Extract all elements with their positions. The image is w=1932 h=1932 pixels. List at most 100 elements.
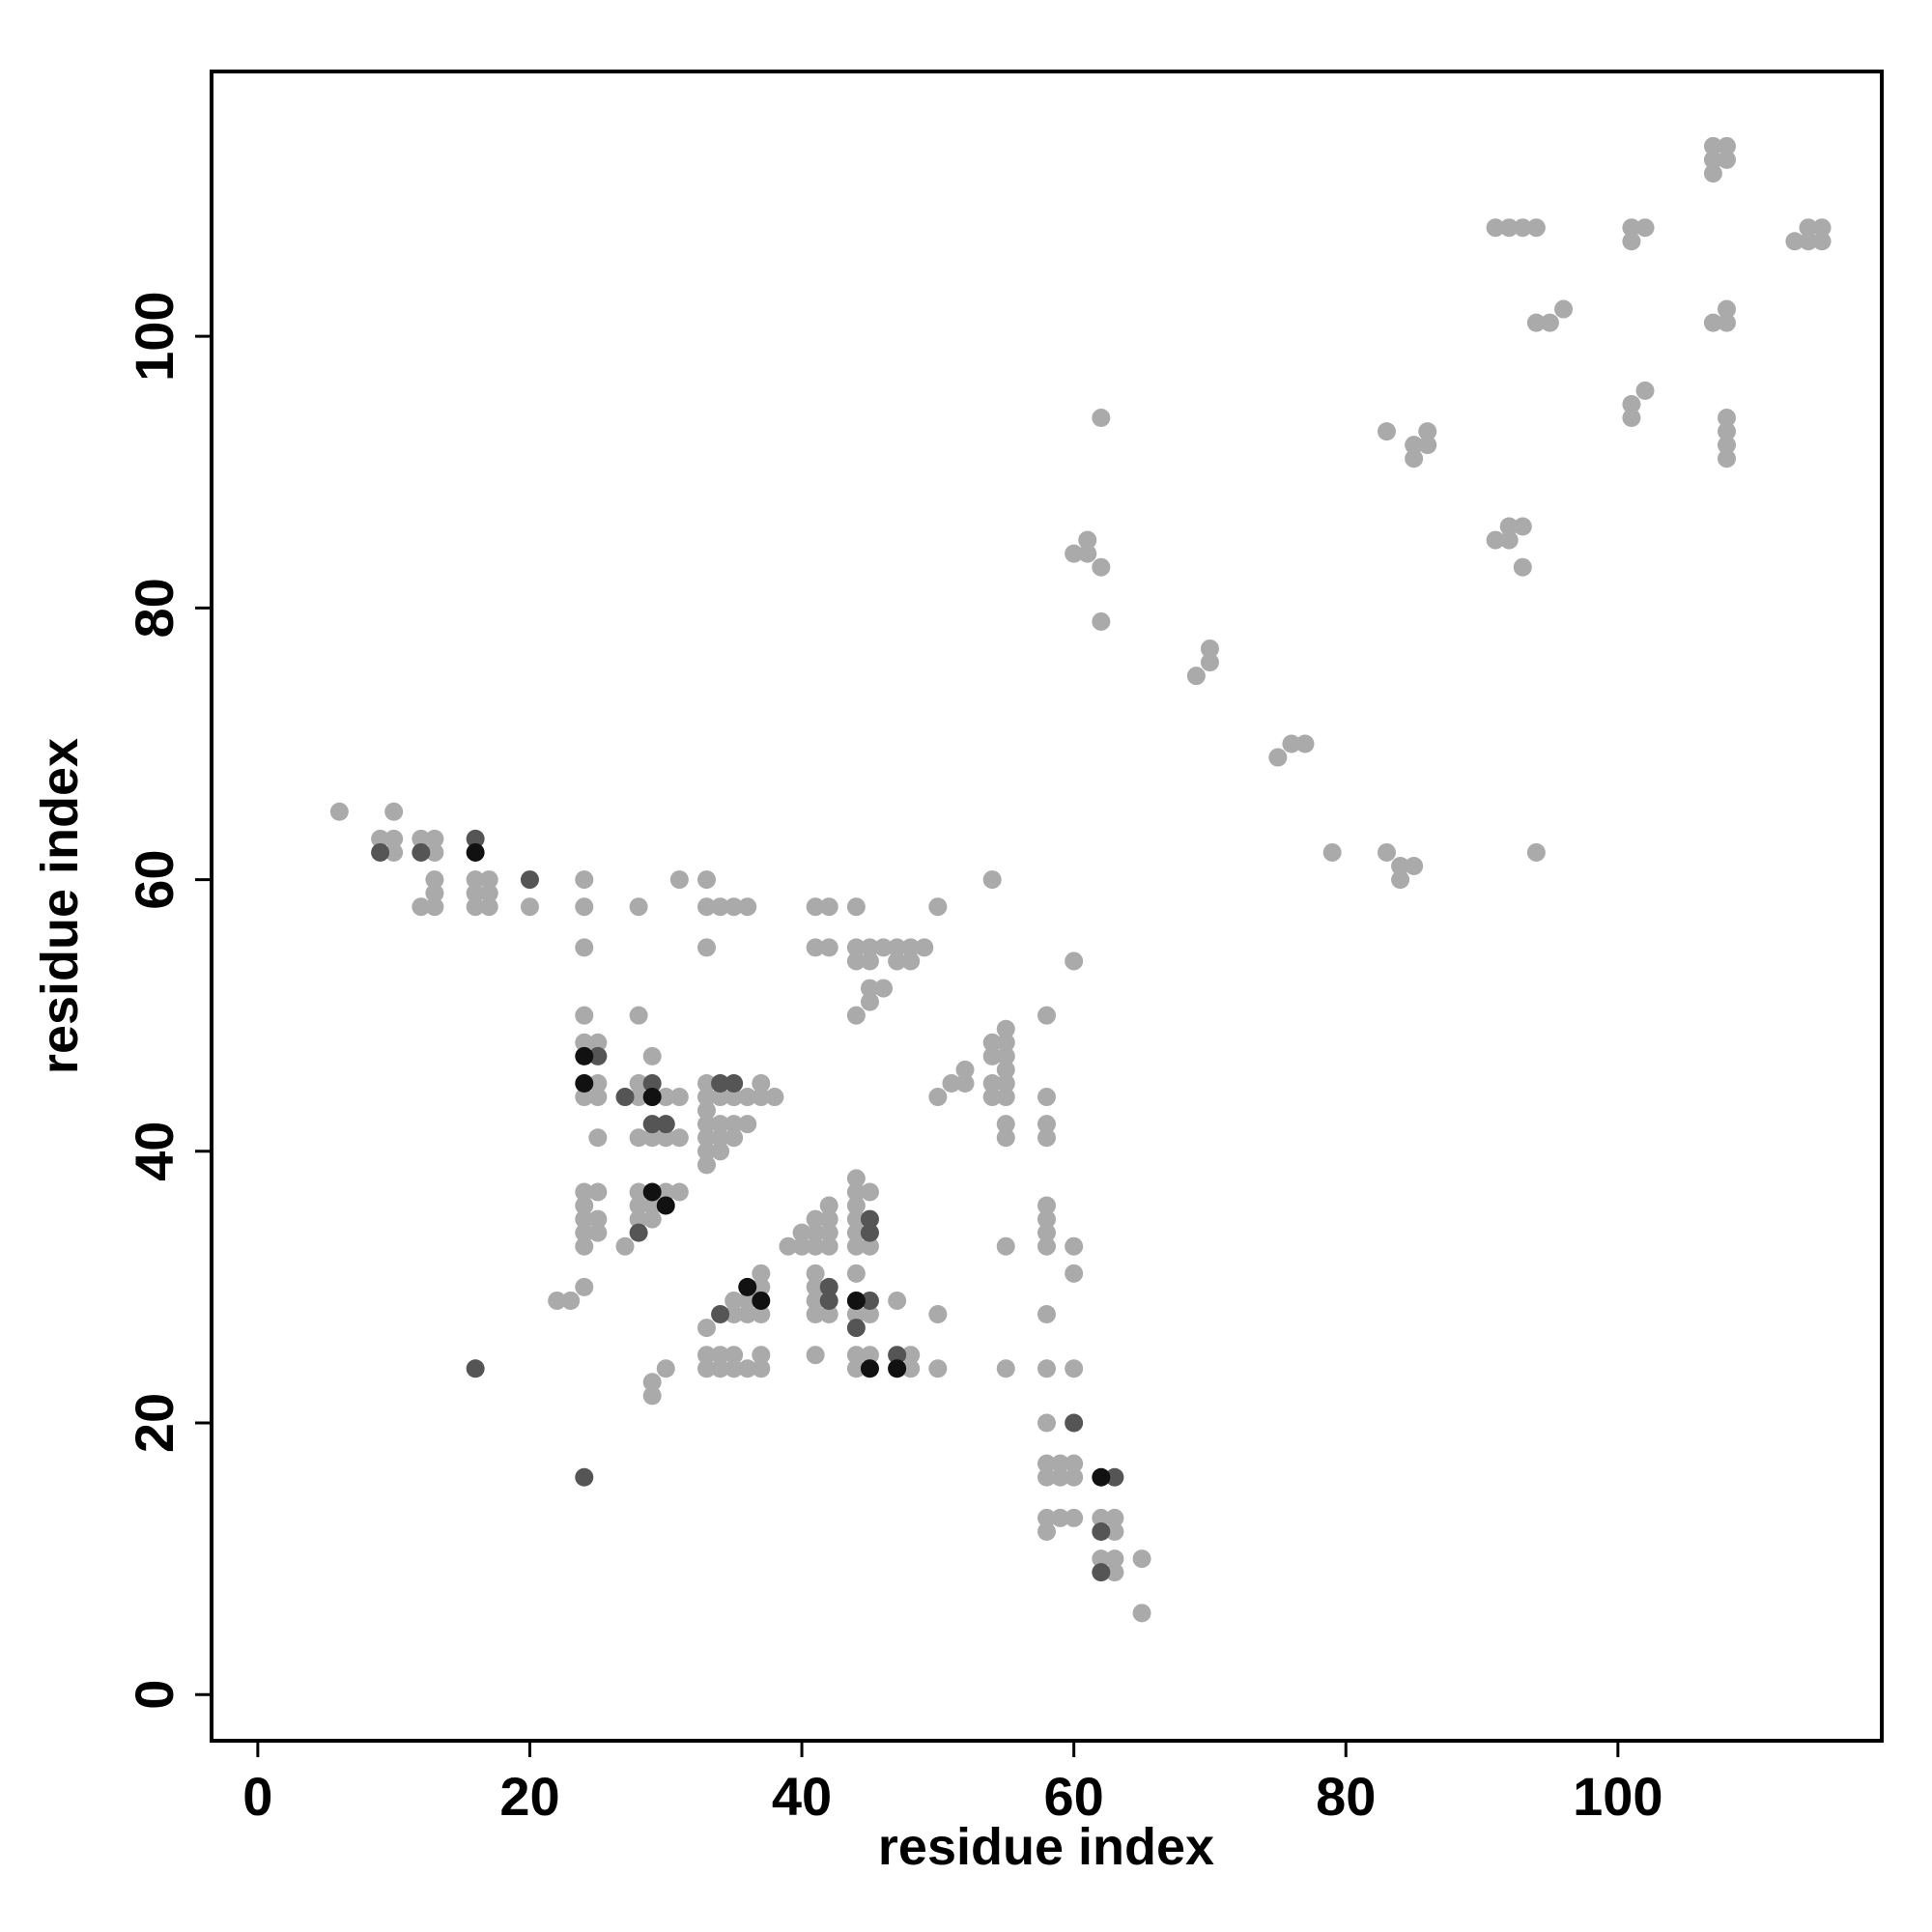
point bbox=[724, 1291, 744, 1310]
point bbox=[1037, 1196, 1056, 1215]
point bbox=[724, 897, 744, 917]
point bbox=[901, 952, 921, 971]
point bbox=[588, 1223, 608, 1242]
point bbox=[915, 938, 934, 957]
y-tick-label: 60 bbox=[124, 849, 185, 909]
point bbox=[697, 1346, 717, 1365]
point bbox=[588, 1128, 608, 1148]
point bbox=[1703, 163, 1722, 183]
point bbox=[1132, 1549, 1151, 1569]
point bbox=[1499, 218, 1519, 238]
point bbox=[425, 829, 444, 848]
point bbox=[846, 1346, 866, 1365]
point bbox=[928, 1088, 948, 1107]
point bbox=[996, 1088, 1015, 1107]
point bbox=[752, 1359, 771, 1378]
point bbox=[1526, 218, 1546, 238]
point bbox=[738, 1115, 757, 1134]
plot-frame bbox=[210, 70, 1884, 1743]
point bbox=[819, 1223, 838, 1242]
y-axis-label: residue index bbox=[31, 738, 89, 1074]
point bbox=[656, 1359, 675, 1378]
point bbox=[1051, 1508, 1070, 1527]
point bbox=[1186, 667, 1206, 686]
point bbox=[1065, 1413, 1084, 1433]
point bbox=[1622, 232, 1641, 251]
point bbox=[1105, 1467, 1124, 1487]
point bbox=[846, 897, 866, 917]
point bbox=[575, 1209, 594, 1229]
point bbox=[724, 1073, 744, 1093]
point bbox=[792, 1236, 811, 1256]
point bbox=[656, 1115, 675, 1134]
point bbox=[1513, 218, 1532, 238]
point bbox=[888, 1291, 907, 1310]
point bbox=[1717, 449, 1736, 469]
point bbox=[1513, 517, 1532, 536]
point bbox=[1037, 1521, 1056, 1541]
point bbox=[384, 829, 404, 848]
point bbox=[846, 1169, 866, 1188]
point bbox=[1037, 1088, 1056, 1107]
point bbox=[1065, 1467, 1084, 1487]
point bbox=[1377, 422, 1396, 441]
point bbox=[575, 1223, 594, 1242]
point bbox=[697, 1115, 717, 1134]
point bbox=[1051, 1467, 1070, 1487]
point bbox=[955, 1073, 975, 1093]
point bbox=[1418, 436, 1437, 455]
point bbox=[982, 870, 1002, 890]
point bbox=[1812, 218, 1832, 238]
point bbox=[642, 1373, 662, 1392]
point bbox=[1092, 1521, 1111, 1541]
point bbox=[996, 1060, 1015, 1079]
point bbox=[371, 842, 390, 862]
point bbox=[1092, 1508, 1111, 1527]
point bbox=[1065, 544, 1084, 563]
point bbox=[860, 992, 879, 1011]
point bbox=[860, 1346, 879, 1365]
point bbox=[711, 1142, 730, 1161]
point bbox=[1132, 1604, 1151, 1623]
point bbox=[1540, 313, 1559, 332]
point bbox=[656, 1182, 675, 1202]
point bbox=[1282, 734, 1301, 753]
point bbox=[1717, 409, 1736, 428]
point bbox=[901, 938, 921, 957]
point bbox=[724, 1115, 744, 1134]
point bbox=[1200, 653, 1219, 672]
point bbox=[1703, 313, 1722, 332]
point bbox=[752, 1264, 771, 1283]
point bbox=[901, 1346, 921, 1365]
point bbox=[888, 938, 907, 957]
point bbox=[1092, 557, 1111, 577]
point bbox=[561, 1291, 581, 1310]
point bbox=[1037, 1454, 1056, 1473]
point bbox=[874, 979, 894, 998]
point bbox=[819, 1291, 838, 1310]
point bbox=[697, 1319, 717, 1338]
point bbox=[1499, 517, 1519, 536]
point bbox=[888, 952, 907, 971]
point bbox=[466, 1359, 485, 1378]
point bbox=[575, 1236, 594, 1256]
x-axis-label: residue index bbox=[878, 1818, 1214, 1876]
point bbox=[1037, 1413, 1056, 1433]
point bbox=[1405, 449, 1424, 469]
point bbox=[1037, 1209, 1056, 1229]
point bbox=[1812, 232, 1832, 251]
point bbox=[819, 1196, 838, 1215]
point bbox=[996, 1033, 1015, 1052]
point bbox=[1105, 1563, 1124, 1582]
point bbox=[1065, 1359, 1084, 1378]
point bbox=[1078, 530, 1097, 550]
point bbox=[846, 1236, 866, 1256]
point bbox=[846, 1305, 866, 1324]
point bbox=[928, 1305, 948, 1324]
point bbox=[412, 829, 431, 848]
point bbox=[982, 1088, 1002, 1107]
point bbox=[575, 1277, 594, 1296]
point bbox=[860, 1223, 879, 1242]
point bbox=[642, 1115, 662, 1134]
point bbox=[846, 1006, 866, 1025]
